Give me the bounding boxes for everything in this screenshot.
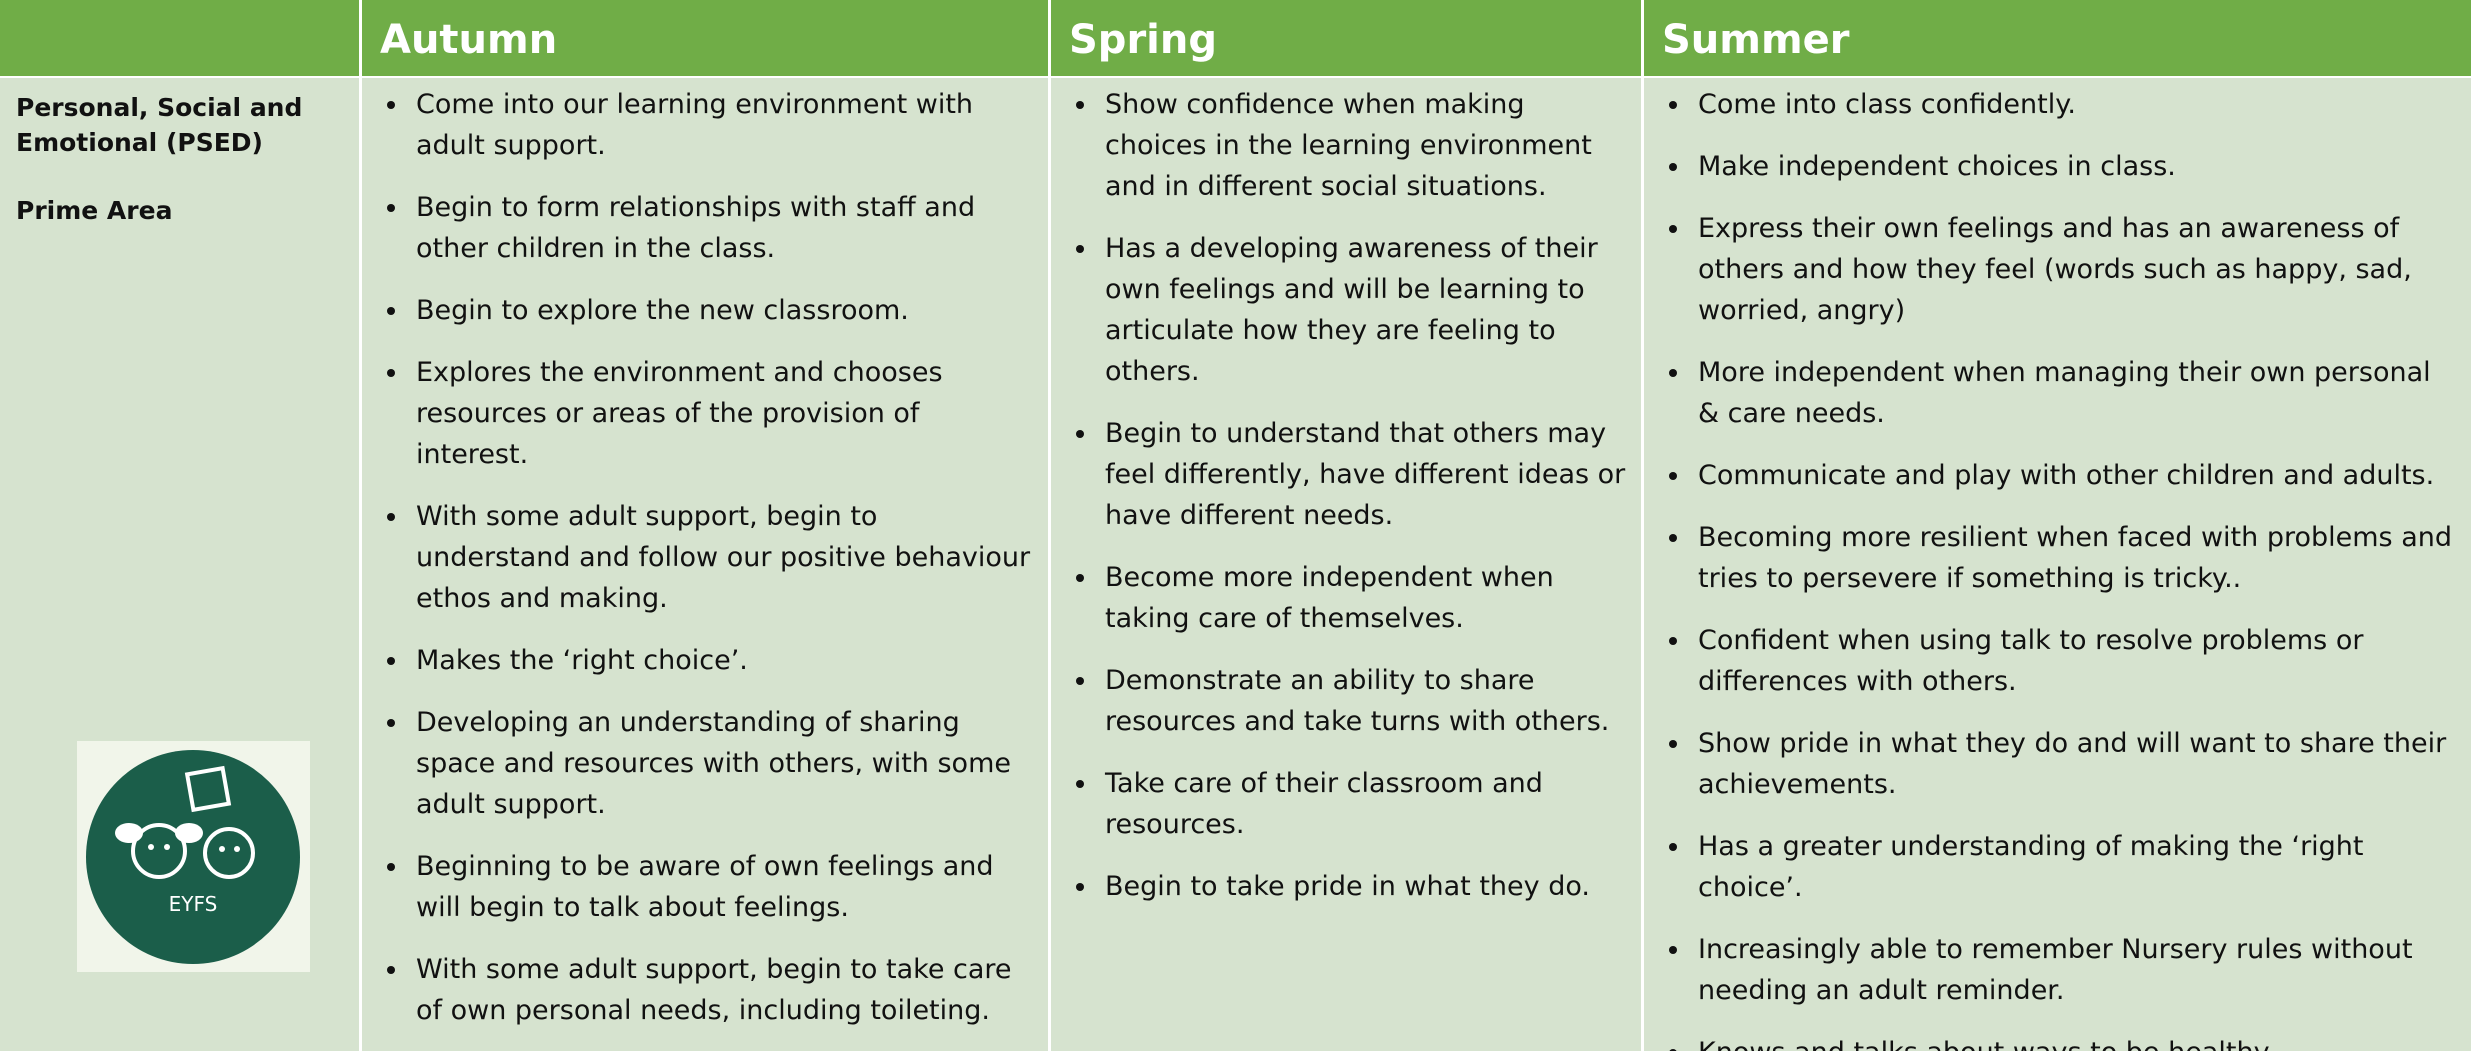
area-subtitle: Prime Area: [16, 196, 173, 225]
logo-text: EYFS: [169, 892, 218, 916]
logo: EYFS: [77, 741, 310, 972]
area-title: Personal, Social and Emotional (PSED): [16, 93, 303, 157]
bullet-item: Beginning to be aware of own feelings an…: [410, 846, 1034, 928]
bullet-item: Become more independent when taking care…: [1099, 557, 1627, 639]
column-cell: Show confidence when making choices in t…: [1051, 78, 1641, 1051]
bullet-item: Has a greater understanding of making th…: [1692, 826, 2457, 908]
header-cell: Spring: [1051, 0, 1641, 76]
bullet-item: With some adult support, begin to take c…: [410, 949, 1034, 1031]
bullet-item: Express their own feelings and has an aw…: [1692, 208, 2457, 331]
bullet-item: Begin to take pride in what they do.: [1099, 866, 1627, 907]
bullet-item: Confident when using talk to resolve pro…: [1692, 620, 2457, 702]
bullet-item: Knows and talks about ways to be healthy…: [1692, 1032, 2457, 1051]
column-cell: Come into our learning environment with …: [362, 78, 1048, 1051]
bullet-item: Demonstrate an ability to share resource…: [1099, 660, 1627, 742]
bullet-item: Makes the ‘right choice’.: [410, 640, 1034, 681]
bullet-list: Come into class confidently. Make indepen…: [1644, 78, 2471, 1051]
header-cell: Autumn: [362, 0, 1048, 76]
bullet-item: Show confidence when making choices in t…: [1099, 84, 1627, 207]
bullet-item: Come into our learning environment with …: [410, 84, 1034, 166]
bullet-item: Has a developing awareness of their own …: [1099, 228, 1627, 392]
bullet-item: Increasingly able to remember Nursery ru…: [1692, 929, 2457, 1011]
header-blank: [0, 0, 359, 76]
bullet-list: Come into our learning environment with …: [362, 78, 1048, 1031]
bullet-item: Explores the environment and chooses res…: [410, 352, 1034, 475]
bullet-item: More independent when managing their own…: [1692, 352, 2457, 434]
bullet-item: Begin to explore the new classroom.: [410, 290, 1034, 331]
bullet-list: Show confidence when making choices in t…: [1051, 78, 1641, 907]
bullet-item: Show pride in what they do and will want…: [1692, 723, 2457, 805]
bullet-item: Developing an understanding of sharing s…: [410, 702, 1034, 825]
bullet-item: Begin to form relationships with staff a…: [410, 187, 1034, 269]
bullet-item: Communicate and play with other children…: [1692, 455, 2457, 496]
header-cell: Summer: [1644, 0, 2471, 76]
area-cell: Personal, Social and Emotional (PSED) Pr…: [0, 78, 359, 1051]
column-cell: Come into class confidently. Make indepen…: [1644, 78, 2471, 1051]
bullet-item: Come into class confidently.: [1692, 84, 2457, 125]
bullet-item: With some adult support, begin to unders…: [410, 496, 1034, 619]
logo-graphic: EYFS: [86, 750, 300, 964]
bullet-item: Becoming more resilient when faced with …: [1692, 517, 2457, 599]
bullet-item: Take care of their classroom and resourc…: [1099, 763, 1627, 845]
bullet-item: Make independent choices in class.: [1692, 146, 2457, 187]
bullet-item: Begin to understand that others may feel…: [1099, 413, 1627, 536]
